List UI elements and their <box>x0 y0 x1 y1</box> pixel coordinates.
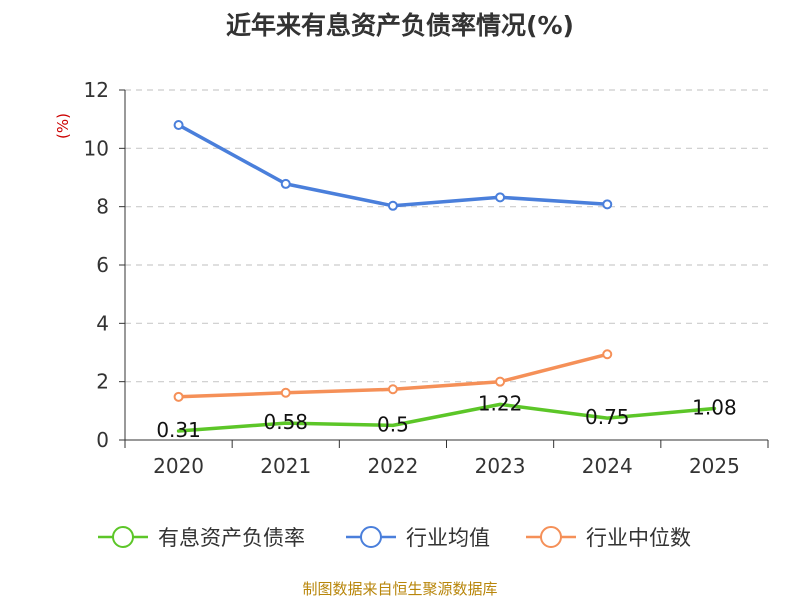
series-line-0 <box>176 402 717 433</box>
data-point <box>173 391 184 402</box>
legend-label: 有息资产负债率 <box>158 526 305 550</box>
legend-marker <box>360 526 382 548</box>
series-lines <box>173 120 717 433</box>
data-point <box>602 199 613 210</box>
x-tick-label: 2024 <box>582 454 633 478</box>
data-point <box>495 192 506 203</box>
x-tick-label: 2022 <box>367 454 418 478</box>
data-point <box>280 178 291 189</box>
series-line-1 <box>176 123 610 208</box>
legend-marker <box>540 526 562 548</box>
legend-item-0[interactable]: 有息资产负债率 <box>98 526 305 550</box>
x-tick-label: 2020 <box>153 454 204 478</box>
source-note: 制图数据来自恒生聚源数据库 <box>302 580 497 598</box>
legend-label: 行业均值 <box>406 526 490 550</box>
data-point <box>280 387 291 398</box>
legend-label: 行业中位数 <box>586 526 691 550</box>
data-point <box>387 200 398 211</box>
legend-item-1[interactable]: 行业均值 <box>346 526 490 550</box>
y-tick-label: 4 <box>96 311 109 335</box>
x-tick-label: 2021 <box>260 454 311 478</box>
x-tick-label: 2023 <box>475 454 526 478</box>
data-point <box>387 384 398 395</box>
y-tick-label: 8 <box>96 195 109 219</box>
x-tick-label: 2025 <box>689 454 740 478</box>
data-point <box>495 376 506 387</box>
data-label: 0.75 <box>585 405 630 429</box>
legend-marker <box>112 526 134 548</box>
data-label: 0.5 <box>377 412 409 436</box>
legend-item-2[interactable]: 行业中位数 <box>526 526 691 550</box>
data-labels: 0.31 0.58 0.5 1.22 0.75 1.08 <box>156 391 736 442</box>
axes: 0 2 4 6 8 10 12 2020 2021 2022 2023 2024 2025 <box>84 78 769 478</box>
y-tick-label: 10 <box>84 136 109 160</box>
y-tick-label: 2 <box>96 370 109 394</box>
data-label: 0.31 <box>156 418 201 442</box>
y-tick-label: 0 <box>96 428 109 452</box>
data-point <box>602 349 613 360</box>
y-tick-label: 12 <box>84 78 109 102</box>
data-label: 1.22 <box>478 391 523 415</box>
y-tick-label: 6 <box>96 253 109 277</box>
legend[interactable]: 有息资产负债率 行业均值 行业中位数 <box>98 526 691 550</box>
gridlines <box>125 89 768 383</box>
data-label: 1.08 <box>692 396 737 420</box>
chart-title: 近年来有息资产负债率情况(%) <box>226 11 574 40</box>
data-label: 0.58 <box>263 410 308 434</box>
data-point <box>173 120 184 130</box>
y-axis-unit: (%) <box>54 113 72 139</box>
